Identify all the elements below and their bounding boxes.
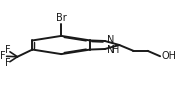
Text: N: N	[107, 35, 114, 45]
Text: OH: OH	[161, 51, 176, 61]
Text: N: N	[107, 45, 114, 55]
Text: F: F	[5, 45, 10, 55]
Text: Br: Br	[56, 13, 67, 23]
Text: H: H	[112, 45, 119, 55]
Text: F: F	[0, 51, 5, 61]
Text: F: F	[5, 58, 10, 68]
